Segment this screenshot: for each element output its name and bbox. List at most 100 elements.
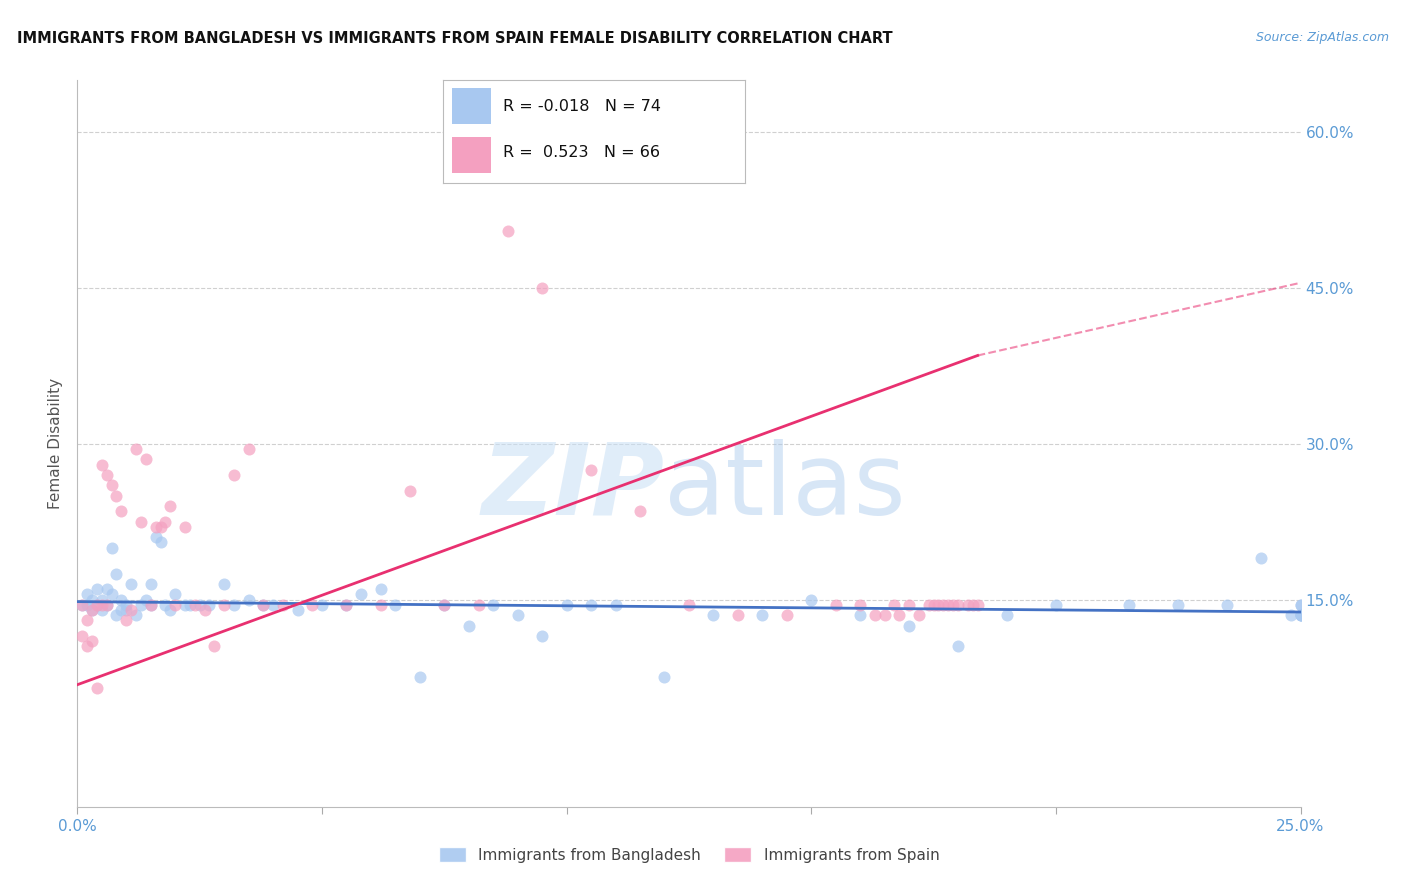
Bar: [451, 88, 491, 124]
Point: [370, 598, 392, 612]
Point: [105, 489, 128, 503]
Point: [165, 598, 187, 612]
Point: [898, 598, 921, 612]
Point: [262, 598, 284, 612]
Point: [271, 598, 294, 612]
Point: [90, 592, 112, 607]
Point: [457, 618, 479, 632]
Point: [370, 582, 392, 597]
Point: [1289, 608, 1312, 623]
Point: [80, 592, 103, 607]
Point: [1289, 608, 1312, 623]
Point: [179, 598, 201, 612]
Point: [506, 608, 529, 623]
Point: [898, 618, 921, 632]
Point: [966, 598, 988, 612]
Point: [129, 515, 152, 529]
Point: [174, 520, 197, 534]
Point: [90, 458, 112, 472]
Point: [80, 603, 103, 617]
Point: [96, 582, 118, 597]
Point: [946, 640, 969, 654]
Point: [76, 598, 98, 612]
Point: [849, 598, 872, 612]
Point: [1167, 598, 1189, 612]
Point: [956, 598, 979, 612]
Point: [96, 467, 118, 482]
Point: [942, 598, 965, 612]
Point: [145, 530, 167, 544]
Point: [531, 629, 554, 643]
Point: [76, 613, 98, 627]
Point: [467, 598, 489, 612]
Point: [908, 608, 931, 623]
Point: [70, 598, 93, 612]
Point: [125, 442, 148, 456]
Point: [1216, 598, 1239, 612]
Point: [252, 598, 274, 612]
Point: [384, 598, 406, 612]
Point: [70, 629, 93, 643]
Text: R =  0.523   N = 66: R = 0.523 N = 66: [503, 145, 661, 160]
Point: [301, 598, 323, 612]
Point: [135, 452, 157, 467]
Point: [184, 598, 207, 612]
Point: [86, 681, 108, 695]
Point: [198, 598, 221, 612]
Point: [287, 603, 309, 617]
Point: [409, 670, 432, 684]
Point: [238, 592, 260, 607]
Point: [135, 592, 157, 607]
Point: [1250, 551, 1272, 566]
Point: [159, 603, 181, 617]
Point: [873, 608, 896, 623]
Point: [105, 566, 128, 581]
Point: [1289, 608, 1312, 623]
Point: [579, 598, 602, 612]
Point: [120, 577, 142, 591]
Point: [936, 598, 959, 612]
Point: [946, 598, 969, 612]
Point: [531, 281, 554, 295]
Point: [120, 603, 142, 617]
Point: [149, 535, 172, 549]
Point: [110, 504, 132, 518]
Point: [80, 634, 103, 648]
Point: [139, 577, 162, 591]
Point: [222, 598, 245, 612]
Point: [496, 224, 519, 238]
Point: [252, 598, 274, 612]
Point: [80, 603, 103, 617]
Point: [889, 608, 911, 623]
Point: [335, 598, 357, 612]
Point: [149, 520, 172, 534]
Point: [90, 598, 112, 612]
Point: [96, 598, 118, 612]
Point: [100, 541, 122, 555]
Point: [579, 463, 602, 477]
Point: [212, 577, 235, 591]
Point: [883, 598, 905, 612]
Bar: [451, 136, 491, 173]
Point: [1045, 598, 1067, 612]
Point: [922, 598, 945, 612]
Point: [628, 504, 651, 518]
Point: [1289, 598, 1312, 612]
Point: [678, 598, 700, 612]
Point: [139, 598, 162, 612]
Point: [86, 598, 108, 612]
Point: [90, 603, 112, 617]
Point: [433, 598, 456, 612]
Point: [863, 608, 886, 623]
Point: [727, 608, 749, 623]
Point: [193, 603, 215, 617]
Point: [159, 499, 181, 513]
Point: [202, 640, 225, 654]
Point: [76, 640, 98, 654]
Text: IMMIGRANTS FROM BANGLADESH VS IMMIGRANTS FROM SPAIN FEMALE DISABILITY CORRELATIO: IMMIGRANTS FROM BANGLADESH VS IMMIGRANTS…: [17, 31, 893, 46]
Point: [115, 598, 138, 612]
Point: [115, 613, 138, 627]
Point: [1289, 598, 1312, 612]
Text: ZIP: ZIP: [481, 439, 665, 536]
Point: [125, 608, 148, 623]
